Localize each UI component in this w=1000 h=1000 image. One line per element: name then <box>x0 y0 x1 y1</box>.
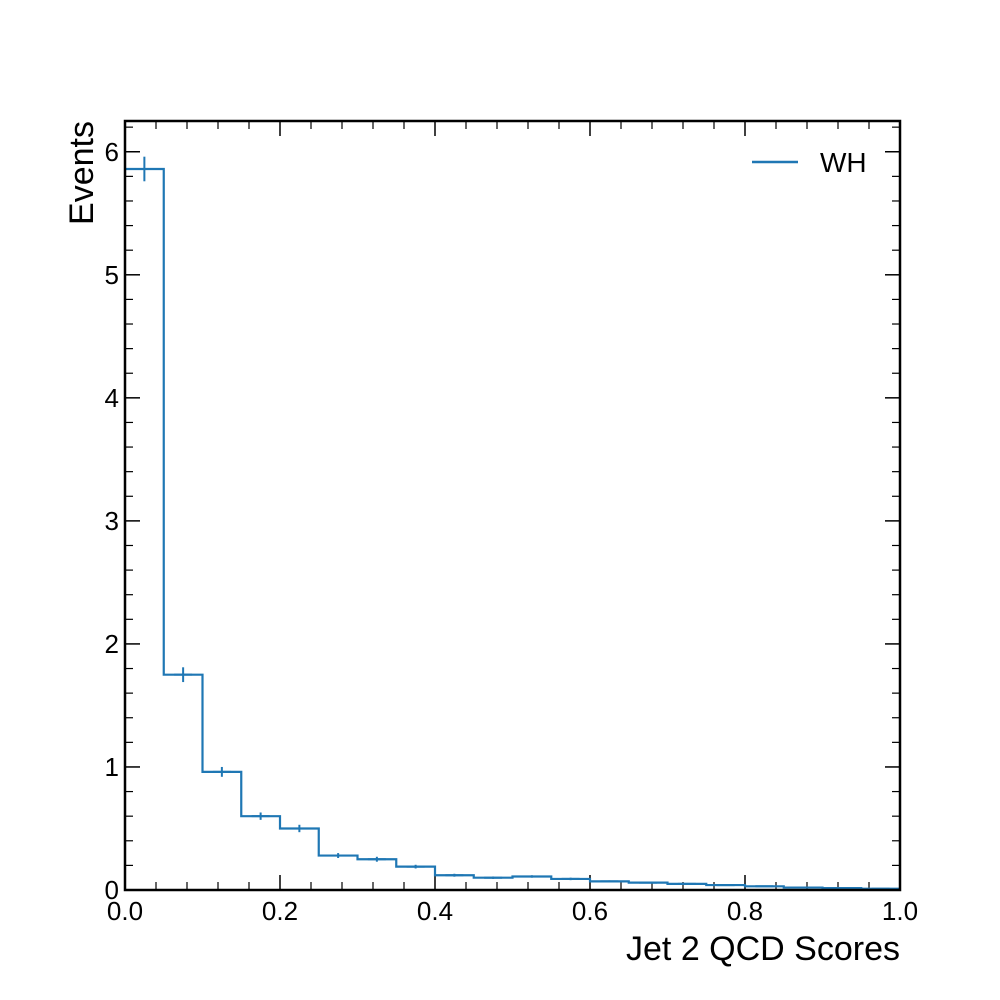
tick-labels: 0.0 0.2 0.4 0.6 0.8 1.0 0 1 2 3 4 5 6 <box>105 137 919 926</box>
y-tick-label: 1 <box>105 752 119 782</box>
x-axis-label: Jet 2 QCD Scores <box>626 930 900 968</box>
y-tick-label: 2 <box>105 629 119 659</box>
x-tick-label: 0.8 <box>727 896 763 926</box>
y-tick-label: 0 <box>105 875 119 905</box>
y-tick-label: 5 <box>105 260 119 290</box>
x-tick-label: 0.0 <box>107 896 143 926</box>
histogram-step-line <box>125 167 900 890</box>
x-tick-label: 0.2 <box>262 896 298 926</box>
series-layer <box>125 156 900 890</box>
x-tick-label: 0.6 <box>572 896 608 926</box>
legend-label-wh: WH <box>820 147 867 178</box>
y-axis-label: Events <box>63 121 101 225</box>
x-tick-label: 1.0 <box>882 896 918 926</box>
y-tick-label: 4 <box>105 383 119 413</box>
legend: WH <box>752 147 867 178</box>
y-tick-label: 3 <box>105 506 119 536</box>
y-tick-label: 6 <box>105 137 119 167</box>
plot-frame <box>123 119 902 892</box>
x-tick-label: 0.4 <box>417 896 453 926</box>
